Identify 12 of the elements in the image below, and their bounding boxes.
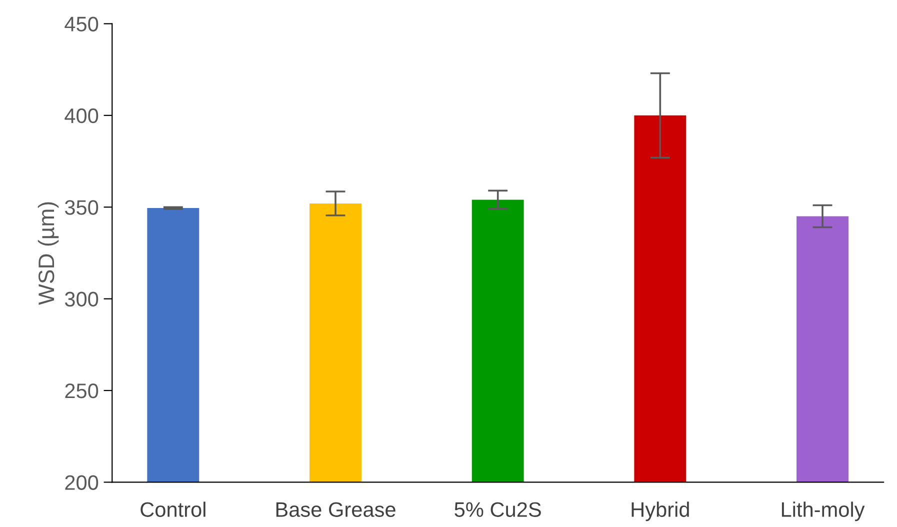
y-tick-label: 250 bbox=[65, 384, 98, 398]
y-tick-label: 400 bbox=[64, 108, 98, 124]
y-tick-label: 450 bbox=[64, 16, 98, 32]
x-tick-label: 5% Cu2S bbox=[454, 502, 541, 517]
y-axis-title: WSD (µm) bbox=[38, 202, 59, 305]
x-tick-label: Hybrid bbox=[632, 502, 689, 522]
x-tick-label: Base Grease bbox=[276, 502, 396, 517]
x-tick-label: Control bbox=[140, 502, 206, 517]
y-tick-label: 300 bbox=[64, 292, 98, 307]
y-tick-label: 200 bbox=[65, 475, 98, 490]
y-tick-label: 350 bbox=[64, 200, 98, 215]
x-tick-label: Lith-moly bbox=[782, 502, 865, 522]
